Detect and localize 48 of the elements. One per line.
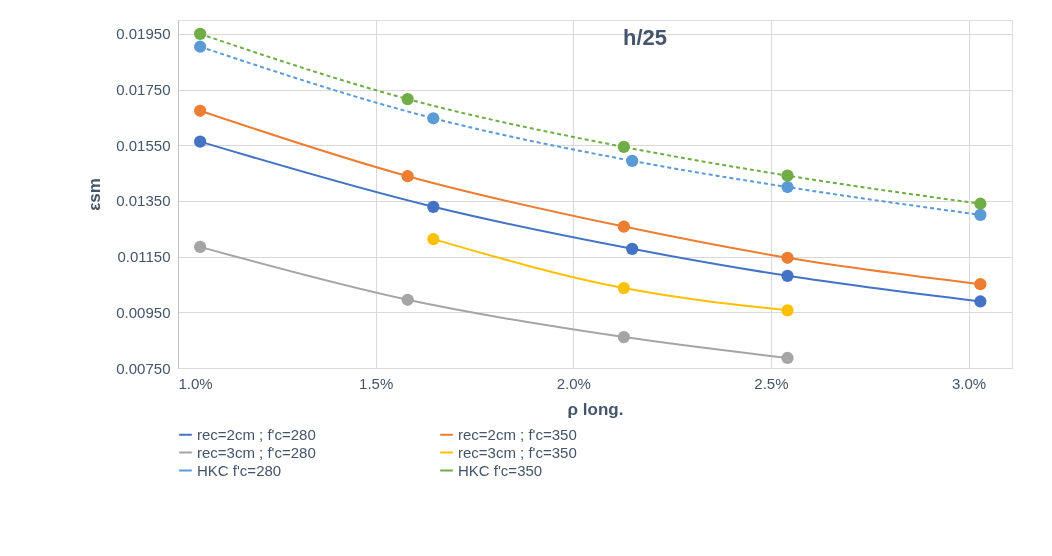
y-tick-label: 0.00750 bbox=[116, 359, 171, 377]
point bbox=[427, 200, 440, 213]
y-tick-label: 0.01950 bbox=[116, 25, 171, 43]
point bbox=[194, 240, 207, 254]
point bbox=[617, 140, 630, 154]
legend-label: rec=2cm ; f'c=280 bbox=[197, 425, 316, 443]
point bbox=[781, 169, 794, 182]
point bbox=[617, 220, 630, 233]
legend-label: rec=3cm ; f'c=350 bbox=[458, 443, 577, 461]
y-tick-label: 0.00950 bbox=[116, 303, 171, 321]
x-tick-label: 2.0% bbox=[556, 374, 591, 392]
point bbox=[401, 92, 414, 106]
point bbox=[974, 295, 987, 308]
point bbox=[781, 351, 794, 365]
y-tick-label: 0.01350 bbox=[116, 192, 171, 210]
point bbox=[974, 208, 987, 221]
legend-label: rec=3cm ; f'c=280 bbox=[197, 443, 316, 461]
legend-label: HKC f'c=350 bbox=[458, 461, 543, 479]
point bbox=[781, 180, 794, 194]
legend-label: HKC f'c=280 bbox=[197, 461, 282, 479]
point bbox=[781, 304, 794, 317]
point bbox=[781, 251, 794, 264]
x-tick-label: 3.0% bbox=[951, 374, 987, 392]
point bbox=[194, 104, 207, 117]
x-tick-label: 1.0% bbox=[178, 374, 213, 392]
point bbox=[427, 112, 440, 125]
point bbox=[974, 278, 987, 291]
y-tick-label: 0.01150 bbox=[117, 248, 171, 266]
point bbox=[617, 281, 630, 295]
point bbox=[626, 154, 639, 167]
y-axis-title: εsm bbox=[85, 178, 105, 211]
point bbox=[401, 170, 414, 183]
point bbox=[617, 330, 630, 344]
x-axis-title: ρ long. bbox=[567, 399, 624, 419]
chart-title: h/25 bbox=[622, 25, 668, 50]
y-tick-label: 0.01550 bbox=[116, 136, 171, 154]
point bbox=[626, 242, 639, 255]
x-tick-label: 1.5% bbox=[359, 374, 394, 392]
point bbox=[194, 135, 207, 148]
legend-label: rec=2cm ; f'c=350 bbox=[458, 425, 577, 443]
point bbox=[194, 40, 207, 53]
point bbox=[427, 232, 440, 246]
point bbox=[974, 197, 987, 210]
point bbox=[401, 293, 414, 306]
x-tick-label: 2.5% bbox=[754, 374, 789, 392]
point bbox=[194, 27, 207, 41]
point bbox=[781, 269, 794, 282]
y-tick-label: 0.01750 bbox=[116, 81, 171, 99]
